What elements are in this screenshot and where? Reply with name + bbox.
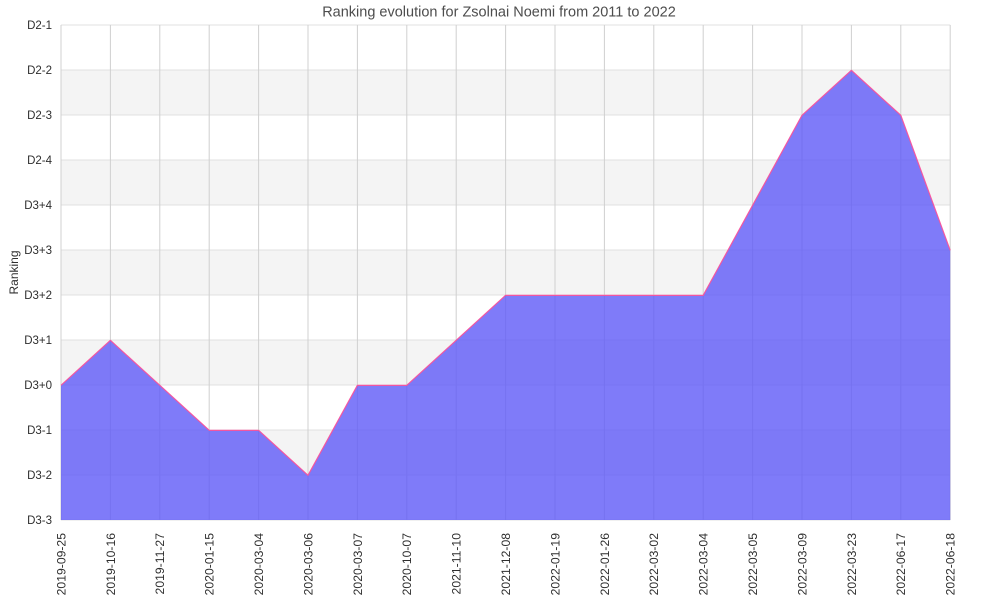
svg-text:D2-1: D2-1: [27, 20, 52, 32]
svg-text:2019-10-16: 2019-10-16: [104, 533, 118, 596]
svg-text:D3+3: D3+3: [24, 245, 52, 257]
svg-text:D3+1: D3+1: [24, 335, 52, 347]
svg-text:2022-01-19: 2022-01-19: [548, 533, 562, 596]
svg-text:2022-03-05: 2022-03-05: [746, 533, 760, 596]
svg-text:D2-4: D2-4: [27, 155, 53, 167]
svg-text:2021-12-08: 2021-12-08: [499, 533, 513, 596]
svg-text:2022-03-23: 2022-03-23: [845, 533, 859, 596]
svg-text:2020-10-07: 2020-10-07: [400, 533, 414, 596]
svg-text:D3+2: D3+2: [24, 290, 52, 302]
svg-text:2020-03-07: 2020-03-07: [351, 533, 365, 596]
svg-text:2022-06-17: 2022-06-17: [894, 533, 908, 596]
svg-text:D3-2: D3-2: [27, 470, 52, 482]
svg-text:D3-1: D3-1: [27, 425, 52, 437]
svg-text:2022-01-26: 2022-01-26: [598, 533, 612, 596]
svg-text:2019-09-25: 2019-09-25: [54, 533, 68, 596]
svg-text:2022-03-09: 2022-03-09: [795, 533, 809, 596]
svg-text:Ranking: Ranking: [7, 250, 21, 294]
svg-text:2022-06-18: 2022-06-18: [944, 533, 958, 596]
svg-text:D3-3: D3-3: [27, 515, 52, 527]
svg-text:D3+0: D3+0: [24, 380, 52, 392]
svg-text:2020-01-15: 2020-01-15: [203, 533, 217, 596]
svg-text:2021-11-10: 2021-11-10: [450, 533, 464, 595]
svg-text:D2-2: D2-2: [27, 65, 52, 77]
svg-text:2022-03-02: 2022-03-02: [647, 533, 661, 596]
svg-text:Ranking evolution for Zsolnai: Ranking evolution for Zsolnai Noemi from…: [322, 5, 676, 21]
svg-text:D3+4: D3+4: [24, 200, 52, 212]
svg-text:2022-03-04: 2022-03-04: [697, 533, 711, 596]
svg-text:2020-03-06: 2020-03-06: [301, 533, 315, 596]
svg-text:D2-3: D2-3: [27, 110, 52, 122]
svg-text:2019-11-27: 2019-11-27: [153, 533, 167, 595]
svg-text:2020-03-04: 2020-03-04: [252, 533, 266, 596]
